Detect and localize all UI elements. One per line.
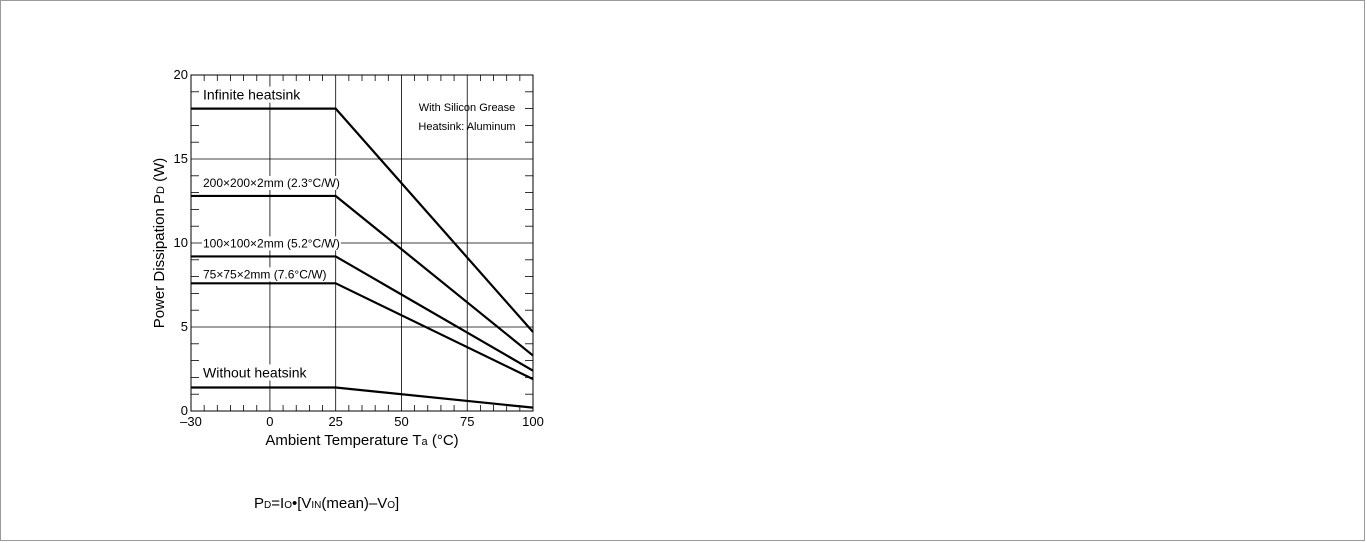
- axes: Ambient Temperature Ta (°C) Power Dissipa…: [151, 74, 534, 449]
- series-labels: With Silicon Grease Heatsink: Aluminum Inf…: [202, 86, 516, 381]
- x-tick-label: 75: [460, 414, 474, 429]
- y-tick-label: 5: [181, 319, 188, 334]
- series-line-4: [191, 386, 534, 409]
- series-label-bg: [202, 364, 309, 381]
- y-tick-label: 0: [181, 403, 188, 418]
- y-tick-label: 15: [174, 151, 188, 166]
- series-lines: [191, 107, 534, 409]
- series-label-bg: [202, 86, 303, 103]
- series-line-2: [191, 255, 534, 372]
- y-tick-label: 20: [174, 67, 188, 82]
- note-line-2: Heatsink: Aluminum: [418, 121, 515, 133]
- series-label-bg: [202, 175, 341, 190]
- series-label-bg: [202, 267, 328, 282]
- y-tick-label: 10: [174, 235, 188, 250]
- series-line-1: [191, 194, 534, 357]
- series-label-2: 100×100×2mm (5.2°C/W): [203, 236, 340, 250]
- y-axis-title: Power Dissipation PD (W): [151, 158, 168, 329]
- x-tick-label: –30: [180, 414, 202, 429]
- x-axis-title: Ambient Temperature Ta (°C): [265, 432, 458, 449]
- x-tick-label: 100: [522, 414, 544, 429]
- power-formula: PD=IO•[VIN(mean)–VO]: [254, 495, 400, 512]
- note-line-1: With Silicon Grease: [419, 102, 516, 114]
- series-label-1: 200×200×2mm (2.3°C/W): [203, 176, 340, 190]
- series-label-4: Without heatsink: [203, 364, 307, 380]
- series-line-3: [191, 282, 534, 381]
- x-tick-label: 25: [328, 414, 342, 429]
- x-tick-label: 0: [266, 414, 273, 429]
- x-tick-label: 50: [394, 414, 408, 429]
- series-label-0: Infinite heatsink: [203, 87, 301, 103]
- series-label-bg: [202, 236, 341, 251]
- series-line-0: [191, 107, 534, 333]
- series-label-3: 75×75×2mm (7.6°C/W): [203, 267, 327, 281]
